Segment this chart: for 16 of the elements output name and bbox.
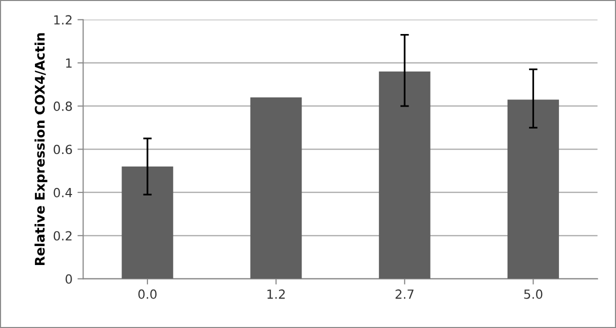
y-tick-label: 0.4 xyxy=(54,188,72,198)
y-tick-label: 1 xyxy=(66,58,72,68)
x-tick-label: 0.0 xyxy=(138,289,157,299)
y-tick-label: 0.6 xyxy=(54,144,72,154)
bar xyxy=(508,100,559,279)
y-tick-label: 1.2 xyxy=(54,15,72,24)
bar xyxy=(122,166,174,279)
bar xyxy=(378,72,430,279)
x-tick-label: 2.7 xyxy=(396,289,414,299)
x-tick-label: 1.2 xyxy=(267,289,285,299)
y-axis-title: Relative Expression COX4/Actin xyxy=(34,33,48,266)
y-tick-label: 0 xyxy=(66,274,72,284)
y-tick-label: 0.8 xyxy=(54,102,72,111)
x-tick-label: 5.0 xyxy=(524,289,542,299)
y-tick-label: 0.2 xyxy=(54,231,72,241)
bar xyxy=(250,97,302,279)
